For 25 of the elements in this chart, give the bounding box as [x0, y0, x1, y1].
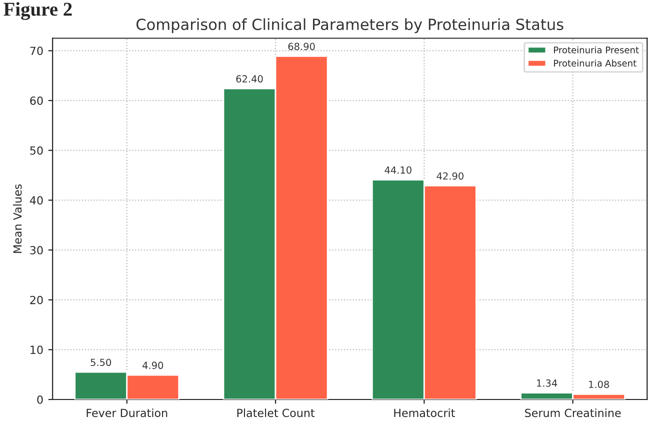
- text: 1.34: [537, 379, 558, 387]
- legend-label: Proteinuria Absent: [554, 60, 636, 67]
- text: 5.50: [90, 358, 112, 366]
- legend-label: Proteinuria Present: [554, 46, 639, 54]
- text: 1.08: [589, 380, 609, 388]
- y-tick-label: 50: [30, 146, 43, 155]
- y-tick-label: 60: [30, 96, 43, 105]
- x-tick-label: Fever Duration: [86, 408, 168, 418]
- text: 68.90: [288, 42, 315, 50]
- text: 42.90: [436, 172, 464, 180]
- chart-title: Comparison of Clinical Parameters by Proteinuria Status: [136, 18, 564, 34]
- text: 44.10: [384, 166, 412, 174]
- caption: Figure 2: [4, 2, 72, 20]
- text: 62.40: [236, 75, 263, 83]
- x-tick-label: Platelet Count: [237, 408, 315, 418]
- y-tick-label: 0: [37, 395, 43, 404]
- y-axis-title: Mean Values: [13, 184, 22, 253]
- x-tick-label: Hematocrit: [394, 408, 455, 418]
- y-tick-label: 40: [30, 196, 43, 205]
- text: 4.90: [142, 362, 164, 370]
- y-tick-label: 70: [30, 46, 43, 56]
- y-tick-label: 30: [30, 246, 43, 254]
- x-tick-label: Serum Creatinine: [525, 408, 621, 418]
- y-tick-label: 20: [30, 296, 43, 304]
- y-tick-label: 10: [30, 346, 43, 354]
